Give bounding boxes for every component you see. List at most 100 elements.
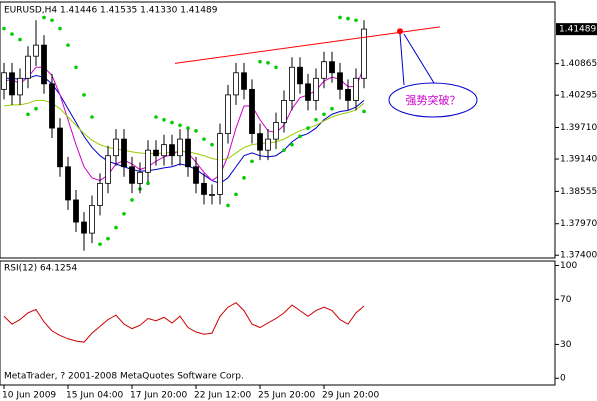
candle-body [289, 66, 295, 101]
candle-body [121, 138, 127, 168]
sar-dot [362, 109, 366, 114]
candle-body [161, 144, 167, 157]
sar-dot [258, 59, 262, 64]
y-tick-label: 100 [560, 261, 577, 271]
callout-line [403, 33, 435, 84]
sar-dot [274, 65, 278, 70]
candle-body [81, 221, 87, 234]
candle-body [17, 77, 23, 96]
y-tick-label: 1.37970 [560, 219, 597, 229]
candle-body [153, 149, 159, 157]
sar-dot [162, 117, 166, 122]
candle-body [305, 83, 311, 101]
sar-dot [10, 32, 14, 36]
candle-body [25, 55, 31, 79]
candle-body [241, 72, 247, 90]
candle-body [313, 77, 319, 101]
candle-body [137, 171, 143, 184]
y-tick-label: 1.37400 [560, 251, 597, 261]
sar-dot [226, 203, 230, 208]
candle-body [105, 155, 111, 184]
x-tick-label: 17 Jun 20:00 [130, 391, 187, 401]
rsi-line [3, 302, 365, 343]
candle-body [321, 61, 327, 79]
candle-body [257, 133, 263, 151]
sar-dot [178, 123, 182, 128]
sar-dot [338, 15, 342, 20]
candle-body [281, 100, 287, 123]
sar-dot [114, 225, 118, 230]
x-tick-label: 22 Jun 12:00 [194, 391, 251, 401]
rsi-panel [0, 260, 556, 386]
sar-dot [346, 16, 350, 21]
y-tick-label: 1.40865 [560, 59, 597, 69]
candle-body [145, 149, 151, 173]
candle-body [297, 66, 303, 85]
sar-dot [122, 211, 126, 216]
sar-dot [202, 137, 206, 141]
x-tick-label: 15 Jun 04:00 [66, 391, 123, 401]
sar-dot [290, 142, 294, 147]
sar-dot [354, 18, 358, 23]
marker [397, 28, 403, 35]
trendline [174, 26, 441, 64]
sar-dot [186, 126, 190, 130]
candle-body [57, 127, 63, 168]
x-tick-label: 10 Jun 2009 [2, 391, 56, 401]
candle-body [113, 138, 119, 157]
candle-body [169, 144, 175, 157]
sar-dot [74, 65, 78, 70]
sar-dot [154, 115, 158, 119]
candle-body [361, 28, 367, 79]
rsi-title: RSI(12) 64.1254 [4, 264, 77, 274]
callout [388, 82, 478, 118]
y-tick-label: 0 [560, 374, 566, 384]
last-price-box [556, 23, 597, 36]
footer: MetaTrader, ? 2001-2008 MetaQuotes Softw… [4, 372, 244, 382]
candle-body [193, 166, 199, 184]
candle-body [33, 44, 39, 57]
sar-dot [250, 159, 254, 164]
candle-body [265, 138, 271, 151]
candle-body [65, 166, 71, 201]
sar-dot [170, 120, 174, 125]
candle-body [89, 205, 95, 234]
candle-body [225, 94, 231, 134]
candle-body [73, 199, 79, 223]
sar-dot [306, 126, 310, 130]
price-panel [0, 1, 556, 259]
sar-dot [266, 61, 270, 65]
sar-dot [282, 148, 286, 152]
candle-body [185, 138, 191, 168]
candle-body [217, 133, 223, 195]
sar-dot [130, 198, 134, 202]
candle-body [97, 182, 103, 206]
candle-body [233, 72, 239, 96]
sar-dot [90, 115, 94, 119]
sar-dot [42, 15, 46, 20]
candle-body [49, 83, 55, 129]
candle-body [249, 88, 255, 134]
y-tick-label: 70 [560, 295, 572, 305]
sar-dot [322, 112, 326, 117]
sar-dot [298, 134, 302, 139]
candle-body [41, 44, 47, 85]
sar-dot [18, 37, 22, 42]
ma-line [3, 99, 365, 161]
y-tick-label: 30 [560, 340, 572, 350]
sar-dot [314, 117, 318, 122]
sar-dot [330, 106, 334, 111]
chart-title: EURUSD,H4 1.41446 1.41535 1.41330 1.4148… [4, 6, 218, 16]
candle-body [177, 138, 183, 157]
candle-body [329, 61, 335, 74]
sar-dot [234, 192, 238, 197]
sar-dot [98, 242, 102, 246]
sar-dot [210, 142, 214, 147]
candle-body [353, 77, 359, 101]
sar-dot [26, 112, 30, 117]
y-tick-label: 1.38555 [560, 187, 597, 197]
x-tick-label: 25 Jun 20:00 [258, 391, 315, 401]
candle-body [9, 72, 15, 96]
sar-dot [34, 106, 38, 111]
